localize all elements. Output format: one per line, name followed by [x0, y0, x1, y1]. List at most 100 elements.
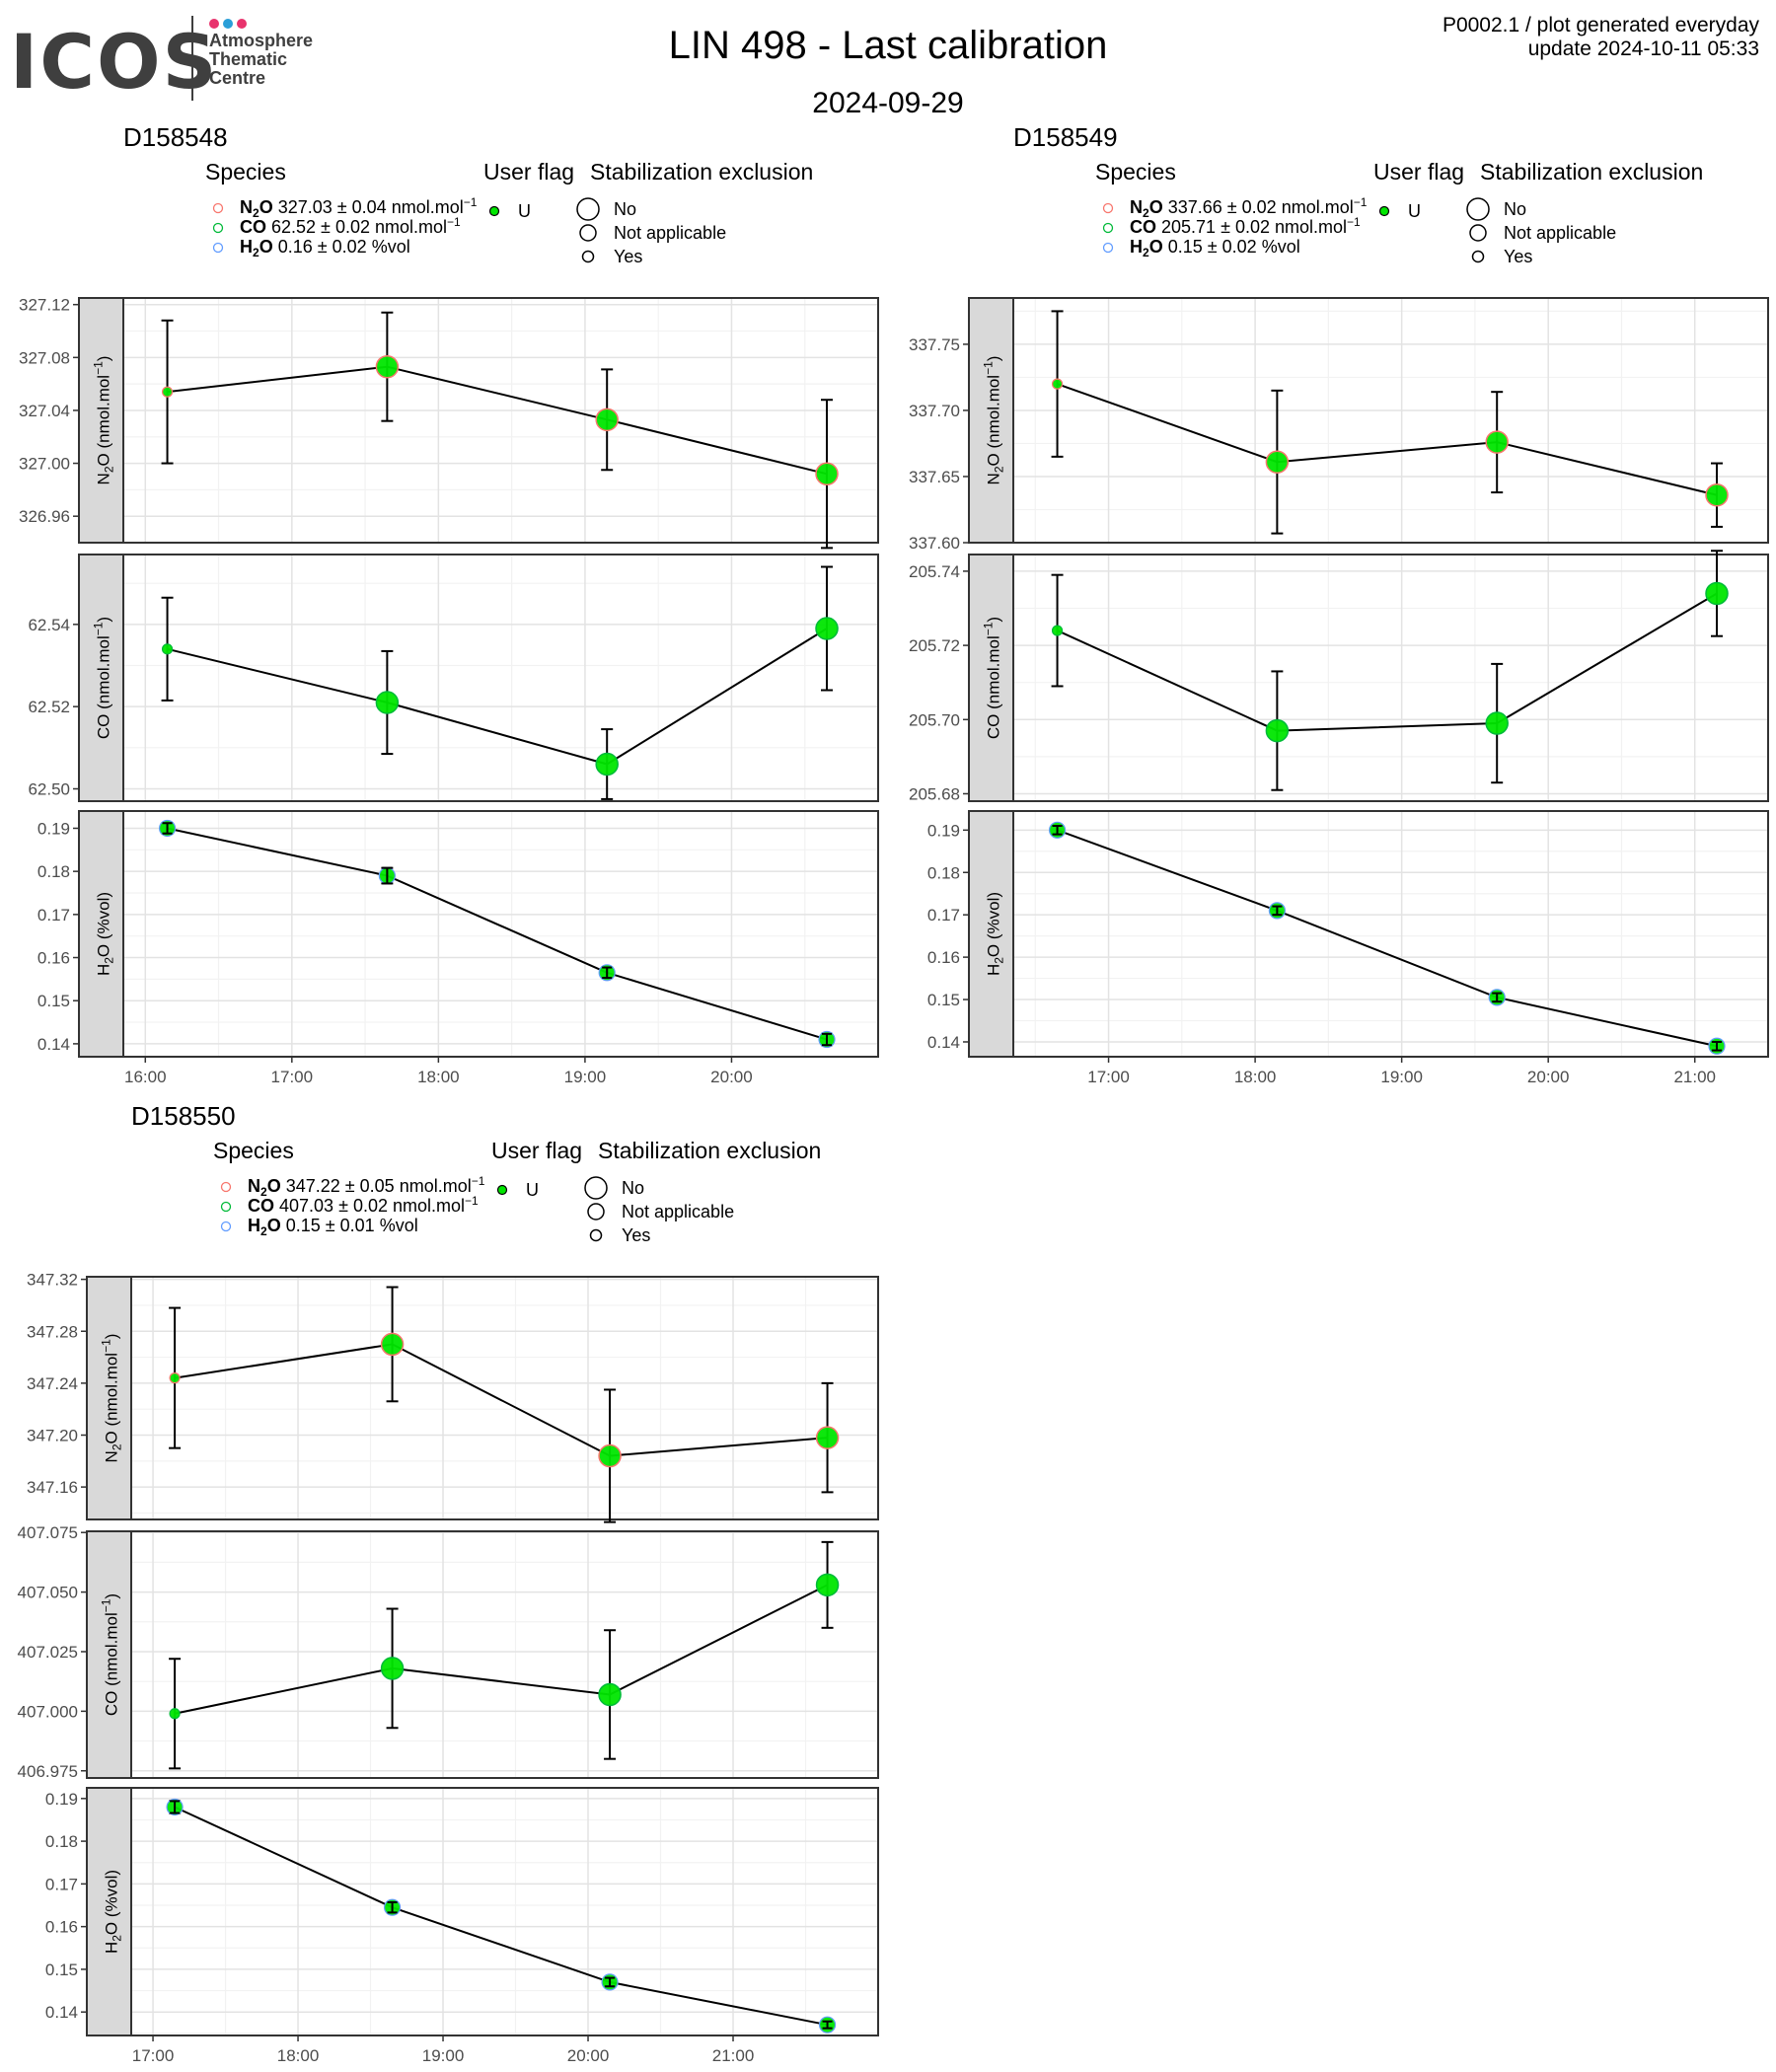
y-tick-label: 62.52 — [28, 698, 70, 716]
legend-species-sub: 2 — [1143, 246, 1149, 259]
panel-strip — [86, 1530, 132, 1779]
logo-dot — [223, 19, 233, 29]
data-point-CO — [380, 1657, 405, 1680]
legend-stab-value: Yes — [614, 247, 642, 266]
y-tick-label: 407.000 — [18, 1702, 78, 1721]
page-header: ICOS Atmosphere Thematic Centre LIN 498 … — [0, 0, 1776, 123]
x-tick-label: 19:00 — [564, 1068, 607, 1086]
panel-CO: CO (nmol.mol−1) 62.54 62.52 62.50 — [28, 554, 879, 802]
legend-pm: ± — [316, 217, 335, 237]
panel-border — [130, 1787, 879, 2036]
y-tick-label: 0.18 — [37, 862, 70, 881]
y-tick-label: 205.70 — [909, 710, 960, 729]
data-point-N2O — [380, 1332, 405, 1357]
ylabel-text: ) — [95, 356, 113, 362]
legend-entry-N2O: N2O 327.03 ± 0.04 nmol.mol−1 — [240, 195, 478, 220]
legend-value: 0.15 — [1163, 237, 1203, 257]
data-point-CO — [169, 1708, 181, 1720]
icos-logo-text: ICOS — [10, 18, 219, 106]
data-point-N2O — [595, 407, 619, 432]
legend-stab-key — [589, 1228, 603, 1242]
ylabel-sub: 2 — [111, 1935, 124, 1942]
y-tick-label: 0.17 — [927, 906, 960, 925]
y-tick-label: 337.75 — [909, 335, 960, 354]
legend-key-CO — [220, 1201, 232, 1213]
legend-pm: ± — [333, 1196, 353, 1216]
series-line-N2O — [174, 1343, 828, 1457]
legend-species-name: O — [1149, 237, 1163, 257]
y-tick-label: 0.19 — [37, 819, 70, 838]
legend-sd: 0.04 — [352, 197, 387, 217]
legend-value: 62.52 — [266, 217, 316, 237]
y-tick-label: 327.00 — [19, 455, 70, 474]
x-tick-label: 19:00 — [1380, 1068, 1423, 1086]
chart-title: D158550 — [131, 1101, 236, 1131]
panel-ylabel: H2O (%vol) — [103, 1870, 124, 1954]
legend-stab-title: Stabilization exclusion — [598, 1138, 821, 1163]
logo-dot — [237, 19, 247, 29]
chart-legend: Species User flag Stabilization exclusion N… — [1095, 159, 1703, 266]
series-line-H2O — [1057, 829, 1718, 1048]
legend-stab-key — [584, 1176, 608, 1200]
legend-flag-title: User flag — [483, 159, 574, 185]
legend-value: 327.03 — [273, 197, 333, 217]
panel-ylabel: H2O (%vol) — [985, 892, 1006, 976]
y-tick-label: 407.075 — [18, 1523, 78, 1542]
legend-unit-exp: −1 — [1354, 195, 1368, 209]
data-point-CO — [1485, 711, 1509, 735]
legend-unit-exp: −1 — [464, 195, 478, 209]
legend-sd: 0.05 — [360, 1176, 395, 1196]
y-tick-label: 0.14 — [45, 2003, 78, 2022]
panel-border — [122, 297, 879, 544]
series-line-H2O — [167, 827, 828, 1041]
y-tick-label: 62.50 — [28, 780, 70, 799]
chart-legend: Species User flag Stabilization exclusion N… — [205, 159, 813, 266]
legend-flag-title: User flag — [491, 1138, 582, 1163]
panel-N2O: N2O (nmol.mol−1) 337.75 337.70 337.65 337.60 — [909, 297, 1769, 553]
data-point-N2O — [1705, 482, 1729, 507]
legend-species-name: O — [267, 1176, 281, 1196]
legend-species-name: O — [259, 197, 273, 217]
data-point-N2O — [1265, 450, 1290, 474]
legend-key-N2O — [1102, 202, 1114, 214]
logo-dots-icon — [209, 16, 251, 34]
chart-title: D158548 — [123, 122, 228, 152]
legend-sd: 0.02 — [1242, 197, 1277, 217]
legend-unit: nmol.mol — [370, 217, 447, 237]
legend-key-CO — [212, 222, 224, 234]
y-tick-label: 0.14 — [37, 1035, 70, 1054]
data-point-CO — [1051, 625, 1064, 636]
panel-border — [1012, 810, 1769, 1058]
legend-unit: %vol — [1257, 237, 1300, 257]
chart-D158548: D158548 Species User flag Stabilization exc… — [19, 122, 879, 1086]
legend-entry-N2O: N2O 347.22 ± 0.05 nmol.mol−1 — [248, 1174, 485, 1199]
ylabel-text: ) — [985, 356, 1003, 362]
data-point-N2O — [1485, 430, 1509, 454]
legend-stab-value: Yes — [1504, 247, 1532, 266]
legend-species-sub: 2 — [253, 206, 259, 220]
legend-key-H2O — [220, 1221, 232, 1232]
panel-strip — [78, 554, 124, 802]
y-tick-label: 0.19 — [45, 1790, 78, 1809]
series-line-CO — [174, 1584, 829, 1715]
legend-unit-exp: −1 — [465, 1194, 479, 1208]
data-point-N2O — [1051, 378, 1064, 390]
ylabel-exp: −1 — [982, 361, 996, 375]
data-point-CO — [1705, 581, 1729, 606]
ylabel-text: ) — [103, 1334, 121, 1340]
chart-title: D158549 — [1013, 122, 1118, 152]
ylabel-text: O (nmol.mol — [95, 375, 113, 467]
legend-stab-key — [1471, 250, 1485, 263]
y-tick-label: 0.17 — [37, 906, 70, 925]
panel-N2O: N2O (nmol.mol−1) 327.12 327.08 327.04 327.00… — [19, 296, 879, 550]
x-tick-label: 20:00 — [567, 2046, 610, 2065]
y-tick-label: 327.04 — [19, 402, 70, 420]
ylabel-sub: 2 — [103, 957, 116, 964]
legend-species-name: H — [1130, 237, 1143, 257]
legend-pm: ± — [333, 197, 352, 217]
y-tick-label: 0.19 — [927, 821, 960, 840]
ylabel-sub: 2 — [993, 466, 1006, 473]
legend-species-name: CO — [1130, 217, 1156, 237]
legend-species-name: O — [267, 1216, 281, 1235]
